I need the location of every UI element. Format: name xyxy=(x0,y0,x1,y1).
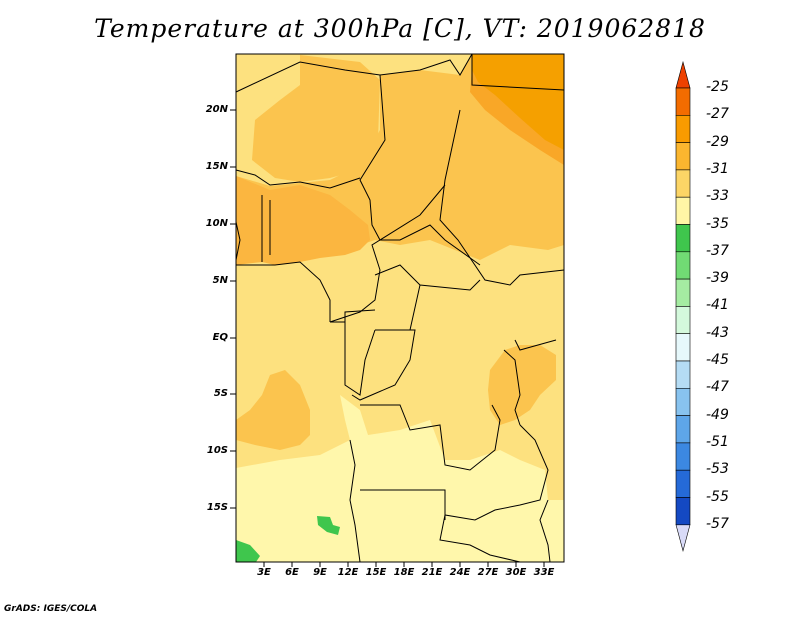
fill-29-31-sw xyxy=(236,370,310,450)
colorbar xyxy=(675,60,691,552)
country-borders xyxy=(235,53,565,563)
lon-label-15e: 15E xyxy=(365,567,387,578)
colorbar-swatch xyxy=(675,497,691,526)
colorbar-label: -49 xyxy=(706,406,729,423)
colorbar-label: -39 xyxy=(706,270,729,287)
colorbar-label: -51 xyxy=(706,433,729,450)
lon-label-27e: 27E xyxy=(477,567,499,578)
fill-25-27-ne xyxy=(472,54,564,150)
colorbar-top-arrow xyxy=(675,60,691,89)
fill-31-33-north xyxy=(236,54,300,110)
colorbar-swatch xyxy=(675,469,691,498)
colorbar-swatch xyxy=(675,224,691,253)
lon-label-3e: 3E xyxy=(257,567,271,578)
colorbar-swatch xyxy=(675,196,691,225)
lat-label-10s: 10S xyxy=(206,445,228,456)
colorbar-swatch xyxy=(675,306,691,334)
colorbar-swatch xyxy=(675,333,691,362)
lat-label-15n: 15N xyxy=(205,161,228,172)
fill-27-29-north xyxy=(252,55,380,182)
colorbar-swatch xyxy=(675,415,691,444)
lat-label-10n: 10N xyxy=(205,218,228,229)
colorbar-label: -47 xyxy=(706,379,729,396)
lat-label-15s: 15S xyxy=(206,502,228,513)
grads-credit: GrADS: IGES/COLA xyxy=(4,604,98,614)
lon-ticks xyxy=(263,562,545,567)
lon-label-18e: 18E xyxy=(393,567,415,578)
colorbar-label: -29 xyxy=(706,133,729,150)
fill-35-37-spot xyxy=(317,516,340,535)
lon-label-24e: 24E xyxy=(449,567,471,578)
lon-label-6e: 6E xyxy=(285,567,299,578)
colorbar-label: -31 xyxy=(706,160,729,177)
temperature-fill-field xyxy=(236,54,564,562)
map-title: Temperature at 300hPa [C], VT: 201906281… xyxy=(94,14,706,43)
colorbar-label: -33 xyxy=(706,188,729,205)
lon-label-9e: 9E xyxy=(313,567,327,578)
fill-29-31-east xyxy=(488,345,556,425)
colorbar-swatch xyxy=(675,169,691,198)
lon-label-12e: 12E xyxy=(337,567,359,578)
lon-label-30e: 30E xyxy=(505,567,527,578)
colorbar-swatch xyxy=(675,442,691,471)
colorbar-swatch xyxy=(675,251,691,280)
colorbar-label: -43 xyxy=(706,324,729,341)
colorbar-label: -45 xyxy=(706,352,729,368)
colorbar-label: -25 xyxy=(706,79,729,95)
fill-35-37-corner xyxy=(236,540,260,562)
colorbar-label: -53 xyxy=(706,461,729,478)
colorbar-label: -41 xyxy=(706,297,729,314)
colorbar-swatch xyxy=(675,278,691,307)
colorbar-label: -27 xyxy=(706,106,729,123)
map-frame xyxy=(235,53,565,563)
colorbar-swatch xyxy=(675,115,691,143)
colorbar-label: -55 xyxy=(706,488,729,505)
lon-label-21e: 21E xyxy=(421,567,443,578)
colorbar-bottom-arrow xyxy=(675,524,691,552)
lon-label-33e: 33E xyxy=(533,567,555,578)
lat-ticks xyxy=(230,109,236,509)
colorbar-swatch xyxy=(675,87,691,116)
colorbar-swatch xyxy=(675,387,691,416)
lat-label-5s: 5S xyxy=(213,388,228,399)
colorbar-label: -57 xyxy=(706,515,729,532)
colorbar-swatch xyxy=(675,142,691,171)
lat-label-20n: 20N xyxy=(205,104,228,115)
colorbar-swatch xyxy=(675,360,691,389)
lat-label-5n: 5N xyxy=(212,275,228,286)
colorbar-label: -37 xyxy=(706,242,729,259)
lat-label-eq: EQ xyxy=(212,332,228,343)
colorbar-label: -35 xyxy=(706,215,729,232)
